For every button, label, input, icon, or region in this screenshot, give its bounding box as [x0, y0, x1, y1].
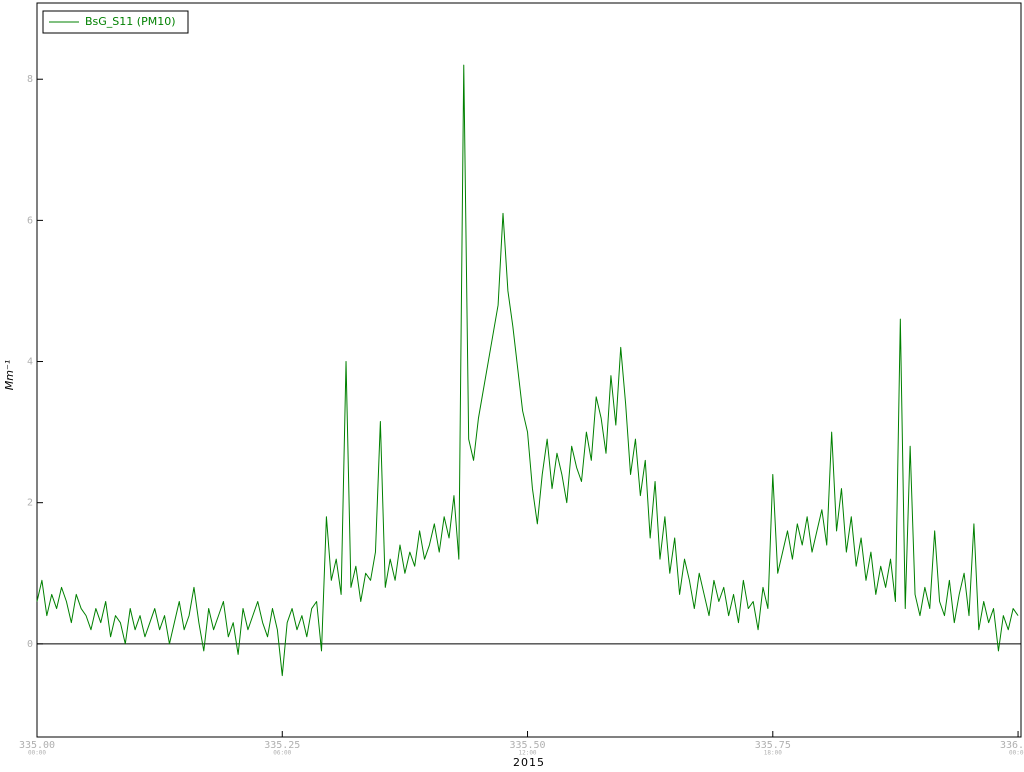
series-line: [36, 64, 1019, 677]
legend-label: BsG_S11 (PM10): [85, 15, 175, 28]
y-tick-label: 2: [27, 498, 33, 509]
y-tick-label: 8: [27, 74, 33, 85]
x-tick-label: 335.75: [755, 740, 791, 751]
legend: BsG_S11 (PM10): [42, 10, 189, 34]
y-tick-label: 6: [27, 215, 33, 226]
x-tick-sublabel: 06:00: [273, 750, 291, 757]
x-tick-sublabel: 12:00: [518, 750, 536, 757]
x-axis-label: 2015: [513, 756, 545, 768]
x-tick-sublabel: 00:00: [28, 750, 46, 757]
x-tick-label: 335.50: [509, 740, 545, 751]
y-tick-label: 0: [27, 639, 33, 650]
x-tick-sublabel: 00:00: [1009, 750, 1024, 757]
y-tick-label: 4: [27, 357, 33, 368]
y-axis-label: Mm⁻¹: [3, 360, 16, 390]
x-tick-label: 336.00: [1000, 740, 1024, 751]
x-tick-label: 335.25: [264, 740, 300, 751]
x-tick-sublabel: 18:00: [764, 750, 782, 757]
legend-box: [42, 10, 189, 34]
plot-area: [36, 2, 1022, 738]
x-tick-label: 335.00: [19, 740, 55, 751]
